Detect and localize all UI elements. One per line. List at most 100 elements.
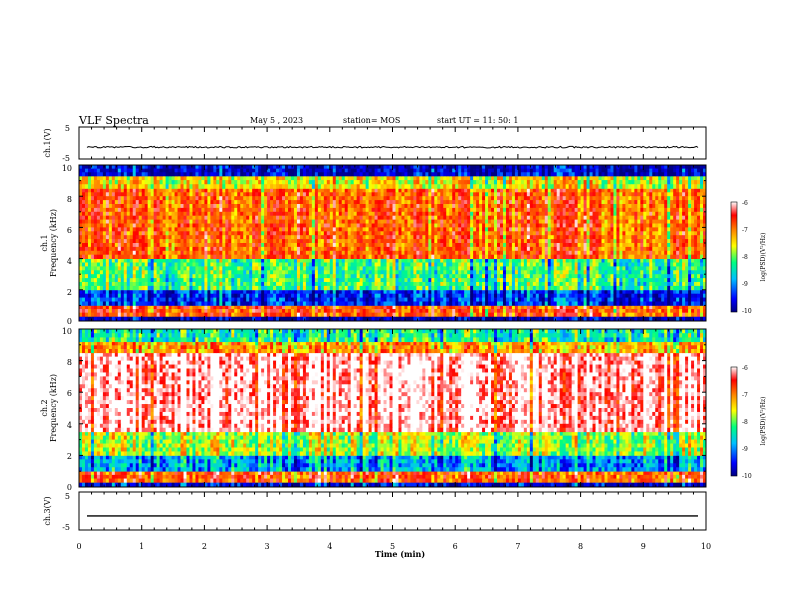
spectrogram-cell	[398, 207, 402, 213]
spectrogram-cell	[601, 207, 605, 213]
spectrogram-cell	[255, 207, 259, 213]
spectrogram-cell	[356, 316, 361, 321]
spectrogram-cell	[559, 289, 564, 295]
spectrogram-cell	[293, 207, 298, 213]
spectrogram-cell	[353, 278, 358, 283]
spectrogram-cell	[697, 293, 701, 298]
spectrogram-cell	[114, 301, 119, 306]
spectrogram-cell	[371, 204, 375, 209]
spectrogram-cell	[252, 305, 256, 310]
spectrogram-cell	[204, 301, 208, 306]
spectrogram-cell	[577, 211, 581, 217]
spectrogram-cell	[643, 305, 647, 310]
spectrogram-cell	[505, 196, 510, 201]
spectrogram-cell	[96, 188, 101, 193]
spectrogram-cell	[279, 312, 283, 317]
spectrogram-cell	[79, 266, 83, 271]
spectrogram-cell	[667, 297, 671, 302]
spectrogram-cell	[341, 309, 346, 314]
spectrogram-cell	[371, 211, 375, 217]
spectrogram-cell	[589, 196, 593, 201]
spectrogram-cell	[476, 305, 480, 310]
spectrogram-cell	[282, 309, 286, 314]
spectrogram-cell	[482, 282, 486, 287]
spectrogram-cell	[377, 188, 381, 193]
spectrogram-cell	[186, 211, 190, 217]
spectrogram-cell	[628, 285, 632, 291]
spectrogram-cell	[547, 297, 552, 302]
spectrogram-cell	[443, 262, 447, 267]
spectrogram-cell	[652, 188, 656, 193]
spectrogram-cell	[637, 200, 641, 205]
spectrogram-cell	[335, 301, 340, 306]
spectrogram-cell	[344, 289, 349, 295]
spectrogram-cell	[464, 258, 468, 263]
spectrogram-cell	[234, 258, 238, 263]
spectrogram-cell	[556, 211, 561, 217]
spectrogram-cell	[299, 293, 304, 298]
spectrogram-cell	[96, 309, 101, 314]
spectrogram-cell	[392, 297, 396, 302]
spectrogram-cell	[410, 274, 414, 279]
spectrogram-cell	[282, 316, 286, 321]
spectrogram-cell	[189, 270, 193, 275]
spectrogram-cell	[159, 215, 163, 220]
spectrogram-cell	[535, 282, 540, 287]
spectrogram-cell	[458, 262, 462, 267]
spectrogram-cell	[598, 301, 602, 306]
spectrogram-cell	[356, 204, 361, 209]
spectrogram-cell	[243, 188, 247, 193]
spectrogram-cell	[619, 282, 623, 287]
spectrogram-cell	[353, 204, 358, 209]
spectrogram-cell	[625, 200, 629, 205]
spectrogram-cell	[491, 266, 495, 271]
spectrogram-cell	[628, 301, 632, 306]
spectrogram-cell	[150, 196, 155, 201]
spectrogram-cell	[482, 301, 486, 306]
spectrogram-cell	[443, 309, 447, 314]
spectrogram-cell	[520, 192, 525, 197]
spectrogram-cell	[482, 204, 486, 209]
spectrogram-cell	[398, 215, 402, 220]
spectrogram-cell	[329, 278, 334, 283]
spectrogram-cell	[616, 188, 620, 193]
spectrogram-cell	[440, 293, 444, 298]
spectrogram-cell	[165, 211, 169, 217]
spectrogram-cell	[308, 188, 313, 193]
spectrogram-cell	[189, 289, 193, 295]
spectrogram-cell	[335, 282, 340, 287]
spectrogram-cell	[165, 282, 169, 287]
spectrogram-cell	[398, 200, 402, 205]
spectrogram-cell	[613, 309, 617, 314]
spectrogram-cell	[129, 278, 134, 283]
spectrogram-cell	[574, 301, 579, 306]
spectrogram-cell	[595, 211, 599, 217]
spectrogram-cell	[84, 297, 89, 302]
spectrogram-cell	[246, 282, 250, 287]
spectrogram-cell	[544, 309, 549, 314]
spectrogram-cell	[464, 200, 468, 205]
spectrogram-cell	[380, 297, 384, 302]
spectrogram-cell	[592, 211, 596, 217]
spectrogram-cell	[434, 200, 438, 205]
spectrogram-cell	[156, 278, 161, 283]
spectrogram-cell	[231, 200, 235, 205]
spectrogram-cell	[568, 196, 573, 201]
spectrogram-cell	[237, 293, 241, 298]
spectrogram-cell	[189, 211, 193, 217]
spectrogram-cell	[628, 289, 632, 295]
spectrogram-cell	[613, 258, 617, 263]
spectrogram-cell	[694, 289, 698, 295]
spectrogram-cell	[592, 204, 596, 209]
spectrogram-cell	[625, 297, 629, 302]
spectrogram-cell	[482, 297, 486, 302]
spectrogram-cell	[79, 204, 83, 209]
spectrogram-cell	[344, 192, 349, 197]
spectrogram-cell	[150, 297, 155, 302]
spectrogram-cell	[482, 200, 486, 205]
spectrogram-cell	[135, 285, 140, 291]
spectrogram-cell	[332, 316, 337, 321]
spectrogram-cell	[192, 188, 196, 193]
spectrogram-cell	[198, 274, 202, 279]
spectrogram-cell	[473, 274, 477, 279]
